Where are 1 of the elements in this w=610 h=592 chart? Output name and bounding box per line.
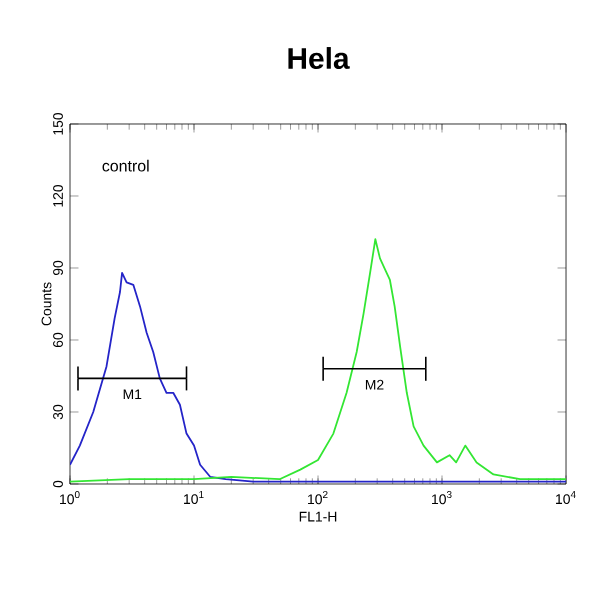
chart-title: Hela <box>288 47 350 69</box>
